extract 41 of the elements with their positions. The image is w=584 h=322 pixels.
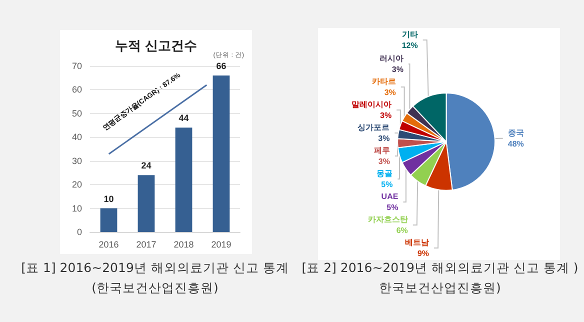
slice-label: 베트남 (405, 238, 430, 247)
data-label: 48% (508, 139, 524, 148)
slice-label: 싱가포르 (358, 123, 390, 132)
slice-label: 페루 (374, 146, 390, 155)
text: [표 1] 2016~2019년 해외의료기관 신고 통계 (한국보건산업진흥원) (20, 259, 290, 297)
data-label: 24 (141, 160, 152, 171)
data-label: 5% (386, 203, 398, 212)
x-tick-label: 2017 (136, 240, 156, 250)
x-tick-label: 2016 (98, 240, 119, 250)
y-tick-label: 60 (72, 84, 82, 95)
slice-label: 러시아 (379, 54, 404, 63)
y-tick-label: 0 (76, 227, 82, 237)
y-tick-label: 40 (72, 132, 82, 142)
y-tick-label: 10 (72, 203, 82, 214)
slice-label: 말레이시아 (352, 100, 392, 109)
slice-label: 중국 (508, 128, 524, 138)
x-tick-label: 2019 (211, 240, 232, 250)
y-tick-label: 20 (72, 180, 82, 190)
data-label: 66 (216, 60, 226, 71)
y-tick-label: 70 (72, 61, 82, 71)
y-tick-label: 50 (72, 108, 82, 118)
text: [표 2] 2016~2019년 해외의료기관 신고 통계 )한국보건산업진흥원) (300, 259, 580, 297)
x-tick-label: 2018 (174, 240, 194, 250)
data-label: 3% (384, 88, 396, 97)
data-label: 12% (402, 41, 418, 50)
data-label: 10 (104, 194, 114, 204)
data-label: 5% (381, 180, 393, 189)
data-label: 3% (392, 65, 404, 74)
data-label: 44 (178, 113, 189, 124)
slice-label: UAE (381, 192, 399, 201)
data-label: 9% (417, 249, 430, 258)
slice-label: 카타르 (372, 77, 396, 86)
chart-title: 누적 신고건수 (115, 38, 197, 53)
data-label: 3% (378, 134, 390, 143)
slice-label: 몽골 (376, 169, 393, 178)
data-label: 3% (378, 157, 390, 166)
y-tick-label: 30 (72, 156, 82, 166)
slice-label: 카자흐스탄 (368, 215, 408, 224)
slice-label: 기타 (402, 30, 418, 39)
data-label: 3% (380, 111, 392, 120)
data-label: 6% (396, 226, 408, 235)
